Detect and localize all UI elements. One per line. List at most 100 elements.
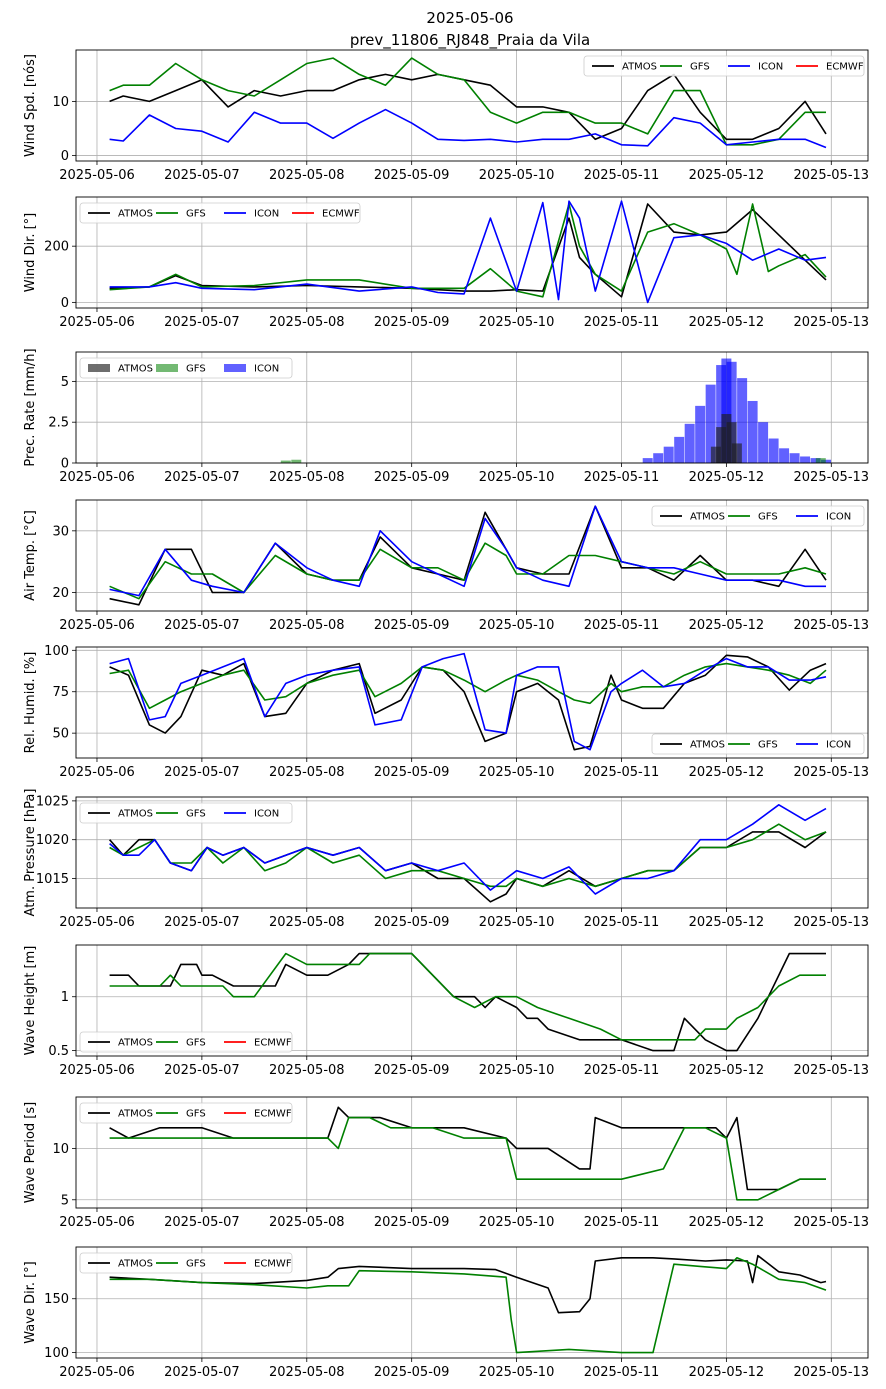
y-axis-label: Prec. Rate [mm/h] xyxy=(23,348,38,466)
x-tick-label: 2025-05-13 xyxy=(794,1215,870,1230)
legend-label: GFS xyxy=(186,809,206,820)
x-tick-label: 2025-05-10 xyxy=(479,168,555,183)
series-line-gfs xyxy=(109,57,826,146)
series-line-icon xyxy=(109,200,827,304)
x-tick-label: 2025-05-06 xyxy=(59,315,135,330)
y-tick-label: 10 xyxy=(52,95,69,110)
legend-label: ATMOS xyxy=(118,1038,153,1049)
x-tick-label: 2025-05-07 xyxy=(164,1365,240,1380)
x-tick-label: 2025-05-09 xyxy=(374,915,450,930)
bar-atmos xyxy=(721,414,732,463)
panel-3: 2025-05-06 2025-05-07 2025-05-08 2025-05-09… xyxy=(23,499,869,633)
x-tick-label: 2025-05-08 xyxy=(269,915,345,930)
x-tick-label: 2025-05-07 xyxy=(164,618,240,633)
series-line-icon xyxy=(109,505,826,597)
legend: ATMOS GFS ICON ECMWF xyxy=(79,202,361,224)
x-tick-label: 2025-05-09 xyxy=(374,1063,450,1078)
panel-1: 2025-05-06 2025-05-07 2025-05-08 2025-05-09… xyxy=(23,196,869,330)
y-tick-label: 100 xyxy=(44,644,69,659)
x-tick-label: 2025-05-09 xyxy=(374,618,450,633)
legend-label: GFS xyxy=(758,740,778,751)
series-group xyxy=(108,804,827,903)
legend-swatch-gfs xyxy=(156,364,178,372)
axes-frame xyxy=(75,646,869,759)
y-tick-label: 2.5 xyxy=(48,416,69,431)
x-tick-label: 2025-05-10 xyxy=(479,315,555,330)
x-tick-label: 2025-05-13 xyxy=(794,765,870,780)
y-axis-label: Wave Height [m] xyxy=(23,946,38,1056)
legend: ATMOS GFS ECMWF xyxy=(79,1252,293,1274)
y-tick-label: 75 xyxy=(52,685,69,700)
x-tick-label: 2025-05-06 xyxy=(59,1365,135,1380)
y-tick-label: 20 xyxy=(52,586,69,601)
legend-box xyxy=(79,802,293,824)
legend-label: ICON xyxy=(826,512,851,523)
x-tick-label: 2025-05-08 xyxy=(269,315,345,330)
x-tick-label: 2025-05-07 xyxy=(164,168,240,183)
legend-box xyxy=(79,1031,293,1053)
y-axis-label: Wave Dir. [°] xyxy=(23,1261,38,1344)
y-tick-label: 10 xyxy=(52,1142,69,1157)
y-tick-label: 0 xyxy=(61,457,69,472)
legend-label: ATMOS xyxy=(118,1109,153,1120)
bar-gfs xyxy=(291,459,302,463)
axes-frame xyxy=(75,1096,869,1209)
legend-label: ECMWF xyxy=(826,62,864,73)
panel-5: 2025-05-06 2025-05-07 2025-05-08 2025-05-09… xyxy=(23,789,869,930)
bar-icon xyxy=(789,453,800,463)
y-tick-label: 150 xyxy=(44,1292,69,1307)
bar-atmos xyxy=(726,422,737,463)
x-tick-label: 2025-05-06 xyxy=(59,168,135,183)
x-tick-label: 2025-05-11 xyxy=(584,470,660,485)
y-axis-label: Atm. Pressure [hPa] xyxy=(23,789,38,917)
x-tick-label: 2025-05-13 xyxy=(794,168,870,183)
series-group xyxy=(280,358,832,463)
legend-label: ATMOS xyxy=(118,1259,153,1270)
x-tick-label: 2025-05-10 xyxy=(479,1215,555,1230)
y-tick-label: 200 xyxy=(44,240,69,255)
x-tick-label: 2025-05-06 xyxy=(59,1215,135,1230)
legend-label: ICON xyxy=(254,364,279,375)
bar-gfs xyxy=(815,458,826,463)
legend-label: ICON xyxy=(826,740,851,751)
series-group xyxy=(109,200,827,304)
panel-8: 2025-05-06 2025-05-07 2025-05-08 2025-05-09… xyxy=(23,1246,869,1380)
legend-label: ECMWF xyxy=(254,1038,292,1049)
x-tick-label: 2025-05-08 xyxy=(269,1365,345,1380)
bar-icon xyxy=(663,446,674,463)
legend-label: GFS xyxy=(186,364,206,375)
x-tick-label: 2025-05-12 xyxy=(689,168,765,183)
x-tick-label: 2025-05-07 xyxy=(164,315,240,330)
x-tick-label: 2025-05-13 xyxy=(794,470,870,485)
series-group xyxy=(109,652,827,751)
legend-label: ICON xyxy=(254,809,279,820)
legend-box xyxy=(79,202,361,224)
x-tick-label: 2025-05-09 xyxy=(374,315,450,330)
x-tick-label: 2025-05-07 xyxy=(164,915,240,930)
y-axis-label: Wave Period [s] xyxy=(23,1102,38,1203)
x-tick-label: 2025-05-08 xyxy=(269,1063,345,1078)
series-group xyxy=(109,57,827,149)
legend-swatch-atmos xyxy=(88,364,110,372)
bar-icon xyxy=(721,358,732,463)
x-tick-label: 2025-05-13 xyxy=(794,915,870,930)
x-tick-label: 2025-05-08 xyxy=(269,765,345,780)
x-tick-label: 2025-05-11 xyxy=(584,168,660,183)
axes-frame xyxy=(75,796,869,909)
x-tick-label: 2025-05-11 xyxy=(584,1215,660,1230)
x-tick-label: 2025-05-08 xyxy=(269,470,345,485)
x-tick-label: 2025-05-07 xyxy=(164,765,240,780)
series-line-gfs xyxy=(109,542,827,600)
bar-icon xyxy=(726,361,737,463)
x-tick-label: 2025-05-07 xyxy=(164,470,240,485)
x-tick-label: 2025-05-12 xyxy=(689,1215,765,1230)
x-tick-label: 2025-05-10 xyxy=(479,915,555,930)
legend-box xyxy=(651,505,865,527)
series-line-atmos xyxy=(109,1254,827,1314)
legend-box xyxy=(651,733,865,755)
x-tick-label: 2025-05-12 xyxy=(689,470,765,485)
chart-title-date: 2025-05-06 xyxy=(426,9,513,27)
y-tick-label: 30 xyxy=(52,524,69,539)
series-line-gfs xyxy=(109,952,826,1041)
